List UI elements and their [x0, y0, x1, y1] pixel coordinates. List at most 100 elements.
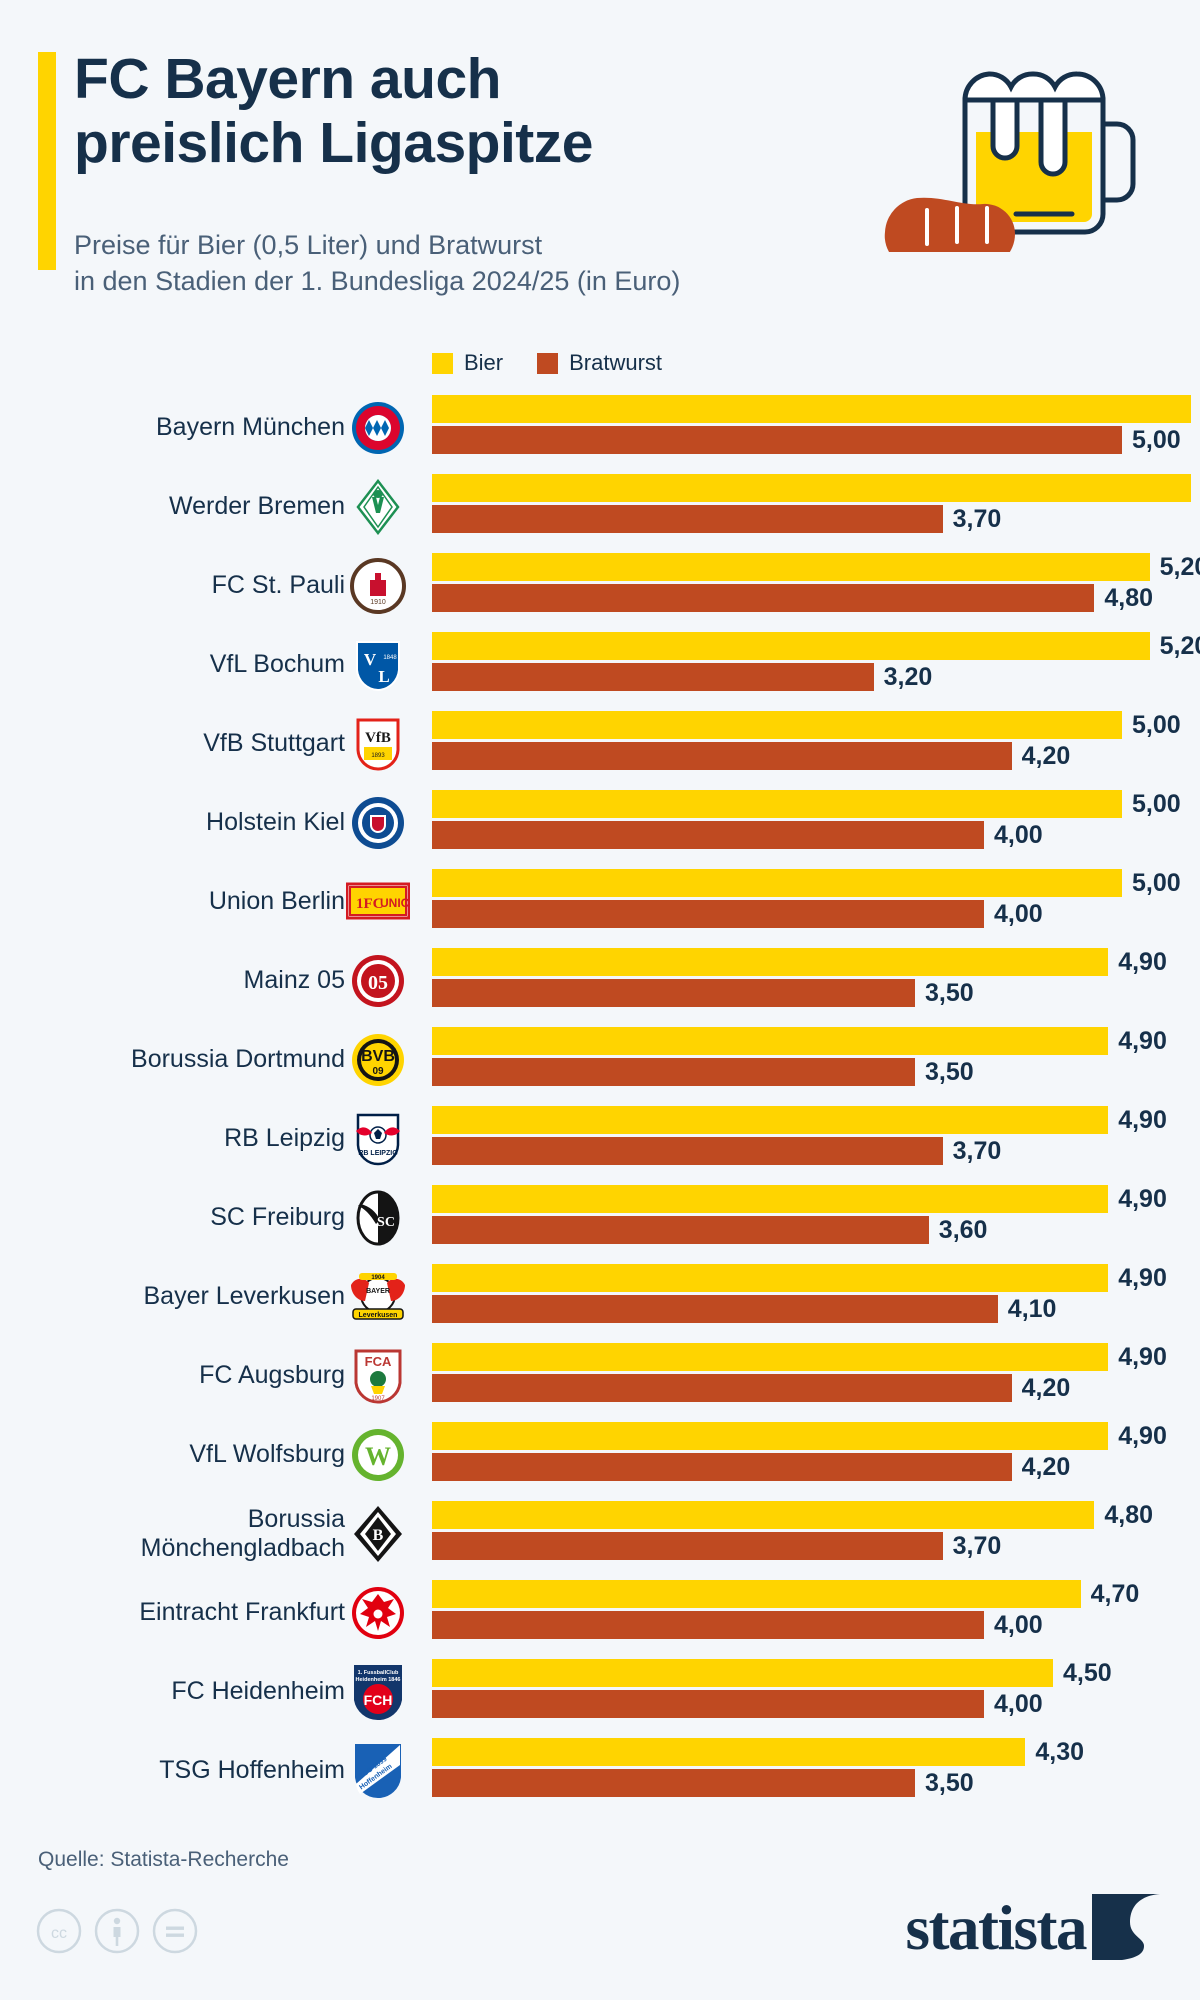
bar-value-bratwurst: 3,50	[925, 1769, 974, 1797]
bar-bratwurst[interactable]	[432, 1769, 915, 1797]
bar-bratwurst[interactable]	[432, 1137, 943, 1165]
bar-bier[interactable]	[432, 1185, 1109, 1213]
bar-bratwurst[interactable]	[432, 900, 984, 928]
svg-text:W: W	[365, 1442, 391, 1471]
legend-swatch-beer-icon	[432, 352, 453, 374]
row-team-label: Borussia Mönchengladbach	[0, 1494, 345, 1573]
bar-bier[interactable]	[432, 790, 1122, 818]
attribution-icon[interactable]	[94, 1908, 140, 1954]
bar-bier[interactable]	[432, 474, 1191, 502]
eintracht-frankfurt-logo	[340, 1573, 416, 1652]
svg-text:FCH: FCH	[364, 1692, 393, 1708]
svg-text:cc: cc	[51, 1925, 67, 1942]
bar-bratwurst[interactable]	[432, 1690, 984, 1718]
bar-bier[interactable]	[432, 869, 1122, 897]
svg-text:SC: SC	[377, 1215, 395, 1230]
row-team-label-line: Borussia	[247, 1505, 345, 1534]
row-bars: 5,505,00	[432, 388, 1192, 467]
rb-leipzig-logo: RB LEIPZIG	[340, 1099, 416, 1178]
row-team-label-line: Bayer Leverkusen	[143, 1282, 345, 1311]
row-team-label-line: FC Heidenheim	[171, 1677, 345, 1706]
bar-bier[interactable]	[432, 1343, 1109, 1371]
bar-value-bier: 4,80	[1104, 1501, 1154, 1529]
bar-bier[interactable]	[432, 1422, 1109, 1450]
bar-value-bratwurst: 4,20	[1021, 1374, 1071, 1402]
bar-bratwurst[interactable]	[432, 742, 1012, 770]
bar-bier[interactable]	[432, 395, 1191, 423]
legend-label-bratwurst: Bratwurst	[569, 350, 663, 375]
legend-item-bratwurst[interactable]: Bratwurst	[537, 350, 662, 376]
bar-bier[interactable]	[432, 1501, 1095, 1529]
legend-item-bier[interactable]: Bier	[432, 350, 503, 376]
bar-bier[interactable]	[432, 1738, 1026, 1766]
svg-text:1904: 1904	[371, 1275, 385, 1281]
bar-bier[interactable]	[432, 1027, 1109, 1055]
bar-bratwurst[interactable]	[432, 1058, 915, 1086]
bar-bier[interactable]	[432, 1580, 1081, 1608]
no-derivatives-icon[interactable]	[152, 1908, 198, 1954]
row-bars: 5,00 4,20	[432, 704, 1192, 783]
bar-bratwurst[interactable]	[432, 1374, 1012, 1402]
tsg-hoffenheim-logo: TSG 1899 Hoffenheim	[340, 1731, 416, 1810]
bar-bier[interactable]	[432, 1106, 1109, 1134]
subtitle-line-2: in den Stadien der 1. Bundesliga 2024/25…	[74, 265, 681, 296]
bar-bier[interactable]	[432, 632, 1150, 660]
bar-bratwurst[interactable]	[432, 1611, 984, 1639]
row-bars: 5,00 4,00	[432, 783, 1192, 862]
svg-text:09: 09	[372, 1066, 384, 1077]
bar-value-bratwurst: 4,20	[1021, 1453, 1071, 1481]
bar-bratwurst[interactable]	[432, 979, 915, 1007]
bar-value-bratwurst: 4,00	[994, 1611, 1043, 1639]
bar-value-bier: 5,00	[1132, 711, 1181, 739]
chart-row: Mainz 05 05 4,90 3,50	[0, 941, 1200, 1020]
fc-bayern-muenchen-logo	[340, 388, 416, 467]
bar-bratwurst[interactable]	[432, 426, 1122, 454]
bar-bratwurst[interactable]	[432, 1295, 998, 1323]
bar-bratwurst[interactable]	[432, 1216, 929, 1244]
bar-bratwurst[interactable]	[432, 1532, 943, 1560]
row-team-label: VfL Wolfsburg	[0, 1415, 345, 1494]
row-team-label-line: RB Leipzig	[224, 1124, 345, 1153]
chart-row: RB Leipzig RB LEIPZIG 4,90 3,70	[0, 1099, 1200, 1178]
bar-value-bratwurst: 4,10	[1007, 1295, 1057, 1323]
statista-brand-logo[interactable]: statista	[906, 1892, 1160, 1965]
row-bars: 5,00 4,00	[432, 862, 1192, 941]
row-team-label: TSG Hoffenheim	[0, 1731, 345, 1810]
infographic-footer: Quelle: Statista-Recherche cc statista	[0, 1820, 1200, 2000]
bar-value-bratwurst: 4,80	[1104, 584, 1154, 612]
bar-bier[interactable]	[432, 948, 1109, 976]
bar-bier[interactable]	[432, 1264, 1109, 1292]
chart-row: Borussia Dortmund BVB 09 4,90 3,50	[0, 1020, 1200, 1099]
row-bars: 5,204,80	[432, 546, 1200, 625]
bar-bratwurst[interactable]	[432, 1453, 1012, 1481]
row-team-label: Bayer Leverkusen	[0, 1257, 345, 1336]
bar-bratwurst[interactable]	[432, 505, 943, 533]
bar-bratwurst[interactable]	[432, 584, 1095, 612]
bar-bier[interactable]	[432, 553, 1150, 581]
fc-st-pauli-logo: 1910	[340, 546, 416, 625]
svg-text:1907: 1907	[371, 1396, 385, 1402]
bar-value-bratwurst: 4,20	[1021, 742, 1071, 770]
bar-bratwurst[interactable]	[432, 821, 984, 849]
row-team-label-line: TSG Hoffenheim	[159, 1756, 345, 1785]
bar-value-bier: 4,90	[1118, 1027, 1167, 1055]
bar-value-bier: 5,00	[1132, 790, 1181, 818]
bar-value-bratwurst: 4,00	[994, 1690, 1043, 1718]
svg-text:Heidenheim 1846: Heidenheim 1846	[356, 1677, 401, 1683]
bar-value-bratwurst: 3,50	[925, 979, 974, 1007]
statista-mark-icon	[1092, 1893, 1160, 1960]
fc-augsburg-logo: FCA 1907	[340, 1336, 416, 1415]
row-team-label: FC St. Pauli	[0, 546, 345, 625]
bar-value-bratwurst: 3,70	[952, 1532, 1002, 1560]
bar-bier[interactable]	[432, 1659, 1053, 1687]
bar-value-bier: 4,90	[1118, 1264, 1167, 1292]
holstein-kiel-logo	[340, 783, 416, 862]
row-team-label-line: Borussia Dortmund	[131, 1045, 345, 1074]
chart-row: VfL Wolfsburg W 4,90 4,20	[0, 1415, 1200, 1494]
subtitle-line-1: Preise für Bier (0,5 Liter) und Bratwurs…	[74, 230, 543, 260]
creative-commons-icon[interactable]: cc	[36, 1908, 82, 1954]
bar-bratwurst[interactable]	[432, 663, 874, 691]
row-team-label: SC Freiburg	[0, 1178, 345, 1257]
row-team-label: Union Berlin	[0, 862, 345, 941]
bar-bier[interactable]	[432, 711, 1122, 739]
